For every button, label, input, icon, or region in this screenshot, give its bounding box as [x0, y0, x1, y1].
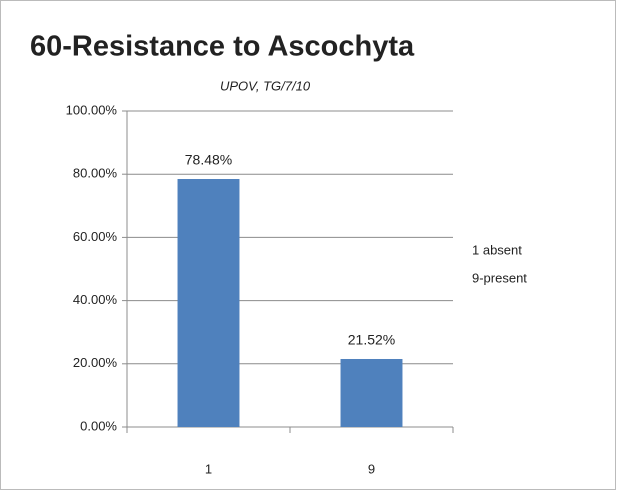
x-tick-label: 9 — [368, 461, 375, 476]
y-tick-label: 80.00% — [73, 166, 118, 181]
data-label: 21.52% — [348, 332, 395, 348]
y-tick-label: 100.00% — [66, 102, 118, 117]
y-tick-label: 20.00% — [73, 355, 118, 370]
chart-title: 60-Resistance to Ascochyta — [30, 31, 415, 63]
y-tick-label: 0.00% — [80, 418, 117, 433]
annotation: 9-present — [472, 270, 527, 285]
x-tick-label: 1 — [205, 461, 212, 476]
bar — [177, 179, 240, 427]
annotation: 1 absent — [472, 242, 522, 257]
bar — [340, 358, 403, 427]
y-tick-label: 60.00% — [73, 229, 118, 244]
chart-subtitle: UPOV, TG/7/10 — [220, 78, 311, 93]
y-tick-label: 40.00% — [73, 292, 118, 307]
data-label: 78.48% — [185, 152, 232, 168]
